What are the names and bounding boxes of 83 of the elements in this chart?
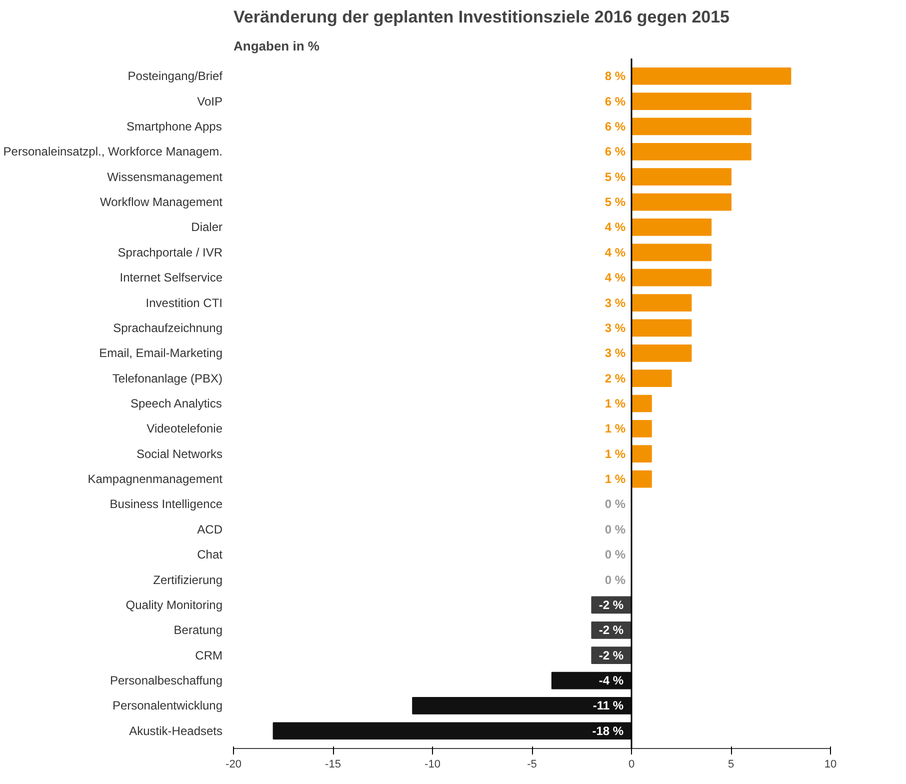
- data-label: -18 %: [592, 724, 624, 738]
- bar: [631, 92, 752, 110]
- data-label: 3 %: [604, 346, 626, 360]
- x-tick-label: -15: [325, 758, 341, 770]
- data-label: 1 %: [604, 446, 626, 461]
- data-label: 2 %: [604, 371, 626, 386]
- y-tick-label: Social Networks: [136, 446, 223, 461]
- y-tick-label: CRM: [195, 648, 223, 662]
- data-label: 0 %: [604, 572, 626, 587]
- bar: [631, 470, 652, 488]
- x-tick-label: 5: [728, 758, 734, 770]
- y-tick-label: Videotelefonie: [146, 422, 223, 436]
- y-tick-label: Smartphone Apps: [126, 119, 222, 134]
- y-tick-label: ACD: [197, 522, 223, 536]
- bar: [631, 319, 692, 337]
- y-tick-label: Personaleinsatzpl., Workforce Managem.: [3, 144, 223, 159]
- data-label: 6 %: [604, 94, 626, 108]
- data-label: -2 %: [598, 648, 624, 662]
- bar: [631, 118, 752, 136]
- data-label: 5 %: [604, 195, 626, 210]
- y-tick-label: Speech Analytics: [130, 396, 222, 410]
- y-tick-label: Chat: [197, 548, 224, 562]
- y-tick-label: Beratung: [174, 623, 222, 638]
- y-tick-label: Sprachportale / IVR: [118, 245, 223, 260]
- data-label: 0 %: [604, 522, 626, 536]
- bar: [631, 294, 692, 312]
- bar: [631, 394, 652, 412]
- bar: [631, 420, 652, 438]
- data-label: 1 %: [604, 396, 626, 410]
- data-label: 5 %: [604, 170, 626, 184]
- data-label: -2 %: [598, 623, 624, 638]
- data-label: 4 %: [604, 270, 626, 285]
- y-tick-label: Personalentwicklung: [112, 698, 222, 713]
- bar: [631, 168, 732, 186]
- y-tick-label: Business Intelligence: [110, 497, 223, 512]
- data-label: 6 %: [604, 119, 626, 134]
- y-tick-label: Sprachaufzeichnung: [113, 320, 223, 335]
- data-label: -2 %: [598, 598, 624, 612]
- y-tick-label: Kampagnenmanagement: [88, 472, 224, 486]
- data-label: 4 %: [604, 245, 626, 260]
- bar: [631, 370, 672, 387]
- y-tick-label: Posteingang/Brief: [128, 69, 224, 84]
- data-label: 1 %: [604, 472, 626, 486]
- y-tick-label: Akustik-Headsets: [129, 724, 223, 738]
- data-label: 3 %: [604, 296, 626, 310]
- y-tick-label: Telefonanlage (PBX): [112, 371, 223, 386]
- data-label: -4 %: [598, 674, 624, 688]
- x-tick-label: -20: [226, 758, 242, 770]
- y-tick-label: Internet Selfservice: [120, 270, 223, 285]
- data-label: 3 %: [604, 320, 626, 335]
- data-label: -11 %: [592, 698, 624, 713]
- y-tick-label: Workflow Management: [100, 195, 224, 210]
- data-label: 0 %: [604, 548, 626, 562]
- y-tick-label: Investition CTI: [146, 296, 223, 310]
- bar: [412, 697, 632, 714]
- bar: [631, 268, 712, 286]
- y-tick-label: VoIP: [197, 94, 223, 108]
- bar: [631, 142, 752, 160]
- data-label: 4 %: [604, 220, 626, 234]
- bar: [272, 722, 632, 740]
- y-tick-label: Dialer: [191, 220, 223, 234]
- y-tick-label: Wissensmanagement: [107, 170, 224, 184]
- chart-subtitle: Angaben in %: [234, 38, 320, 54]
- bar: [631, 218, 712, 236]
- bar: [631, 193, 732, 211]
- x-tick-label: -5: [527, 758, 537, 770]
- bar: [631, 445, 652, 463]
- data-label: 6 %: [604, 144, 626, 159]
- y-tick-label: Quality Monitoring: [126, 598, 223, 612]
- y-tick-label: Zertifizierung: [153, 572, 222, 587]
- data-label: 1 %: [604, 422, 626, 436]
- bar: [631, 244, 712, 262]
- x-tick-label: 0: [628, 758, 635, 770]
- x-tick-label: 10: [824, 758, 837, 770]
- data-label: 8 %: [604, 69, 626, 84]
- bar: [631, 67, 792, 85]
- data-label: 0 %: [604, 497, 626, 512]
- bar: [551, 672, 632, 690]
- bar: [631, 344, 692, 362]
- y-tick-label: Personalbeschaffung: [110, 674, 222, 688]
- x-tick-label: -10: [424, 758, 440, 770]
- y-tick-label: Email, Email-Marketing: [99, 346, 223, 360]
- chart-title: Veränderung der geplanten Investitionsziele 2016 gegen 2015: [234, 8, 730, 26]
